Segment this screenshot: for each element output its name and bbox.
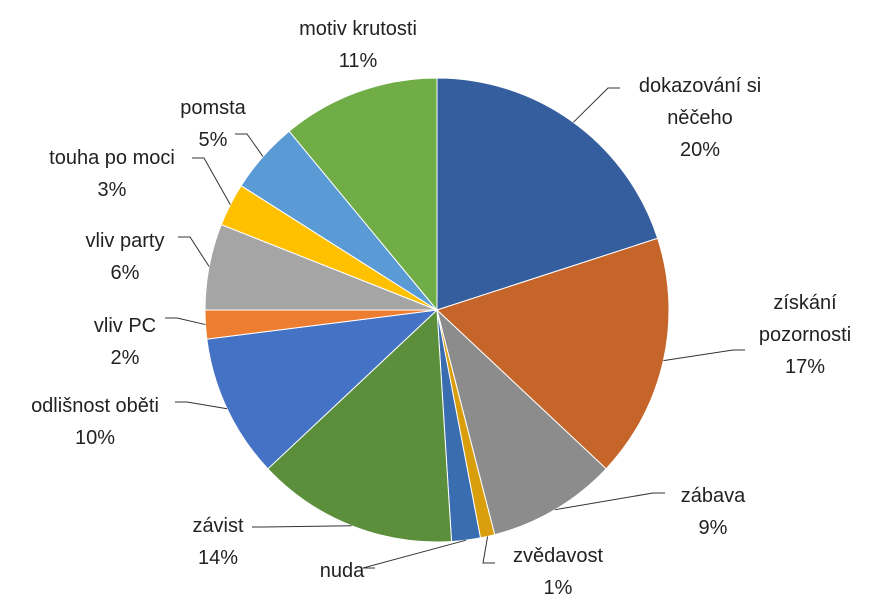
label-value: 5% xyxy=(198,129,228,151)
label-value: 6% xyxy=(110,262,140,284)
label-value: 9% xyxy=(698,517,728,539)
label-name: touha po moci xyxy=(49,147,175,169)
data-label: pomsta 5% xyxy=(163,92,263,156)
leader-line xyxy=(178,236,210,267)
label-name: zábava xyxy=(680,485,746,507)
leader-line xyxy=(663,349,745,362)
data-label: nuda 2% xyxy=(302,555,382,595)
label-name: zvědavost xyxy=(512,545,604,567)
leader-line xyxy=(165,317,206,326)
data-label: zábava 9% xyxy=(653,480,773,544)
leader-line xyxy=(573,87,620,123)
leader-line xyxy=(252,525,352,528)
leader-line xyxy=(192,157,231,205)
data-label: dokazování si něčeho 20% xyxy=(620,70,780,166)
label-value: 2% xyxy=(110,347,140,369)
leader-line xyxy=(175,401,228,410)
data-label: touha po moci 3% xyxy=(27,142,197,206)
label-value: 2% xyxy=(302,587,382,595)
label-name: vliv party xyxy=(85,230,165,252)
label-value: 11% xyxy=(338,50,378,72)
data-label: odlišnost oběti 10% xyxy=(0,390,195,454)
data-label: vliv party 6% xyxy=(65,225,185,289)
data-label: vliv PC 2% xyxy=(75,310,175,374)
label-name: motiv krutosti xyxy=(299,18,417,40)
pie-slice xyxy=(267,308,453,543)
label-name: dokazování si něčeho xyxy=(638,75,762,129)
leader-line xyxy=(362,539,467,569)
label-name: nuda xyxy=(319,560,365,582)
leader-line xyxy=(482,536,495,564)
label-value: 14% xyxy=(197,547,239,569)
label-value: 1% xyxy=(543,577,573,595)
label-name: získání pozornosti xyxy=(758,292,852,346)
leader-line xyxy=(555,492,665,511)
label-name: vliv PC xyxy=(93,315,157,337)
data-label: získání pozornosti 17% xyxy=(745,287,865,383)
pie-slice xyxy=(436,77,659,311)
label-value: 20% xyxy=(679,139,721,161)
data-label: zvědavost 1% xyxy=(498,540,618,595)
pie-slice xyxy=(288,77,438,312)
data-label: motiv krutosti 11% xyxy=(268,13,448,77)
label-value: 3% xyxy=(97,179,127,201)
label-name: závist xyxy=(192,515,244,537)
label-value: 17% xyxy=(784,356,826,378)
label-value: 10% xyxy=(74,427,116,449)
label-name: pomsta xyxy=(180,97,246,119)
leader-line xyxy=(235,133,264,157)
label-name: odlišnost oběti xyxy=(31,395,159,417)
data-label: závist 14% xyxy=(178,510,258,574)
pie-slice xyxy=(436,308,607,536)
